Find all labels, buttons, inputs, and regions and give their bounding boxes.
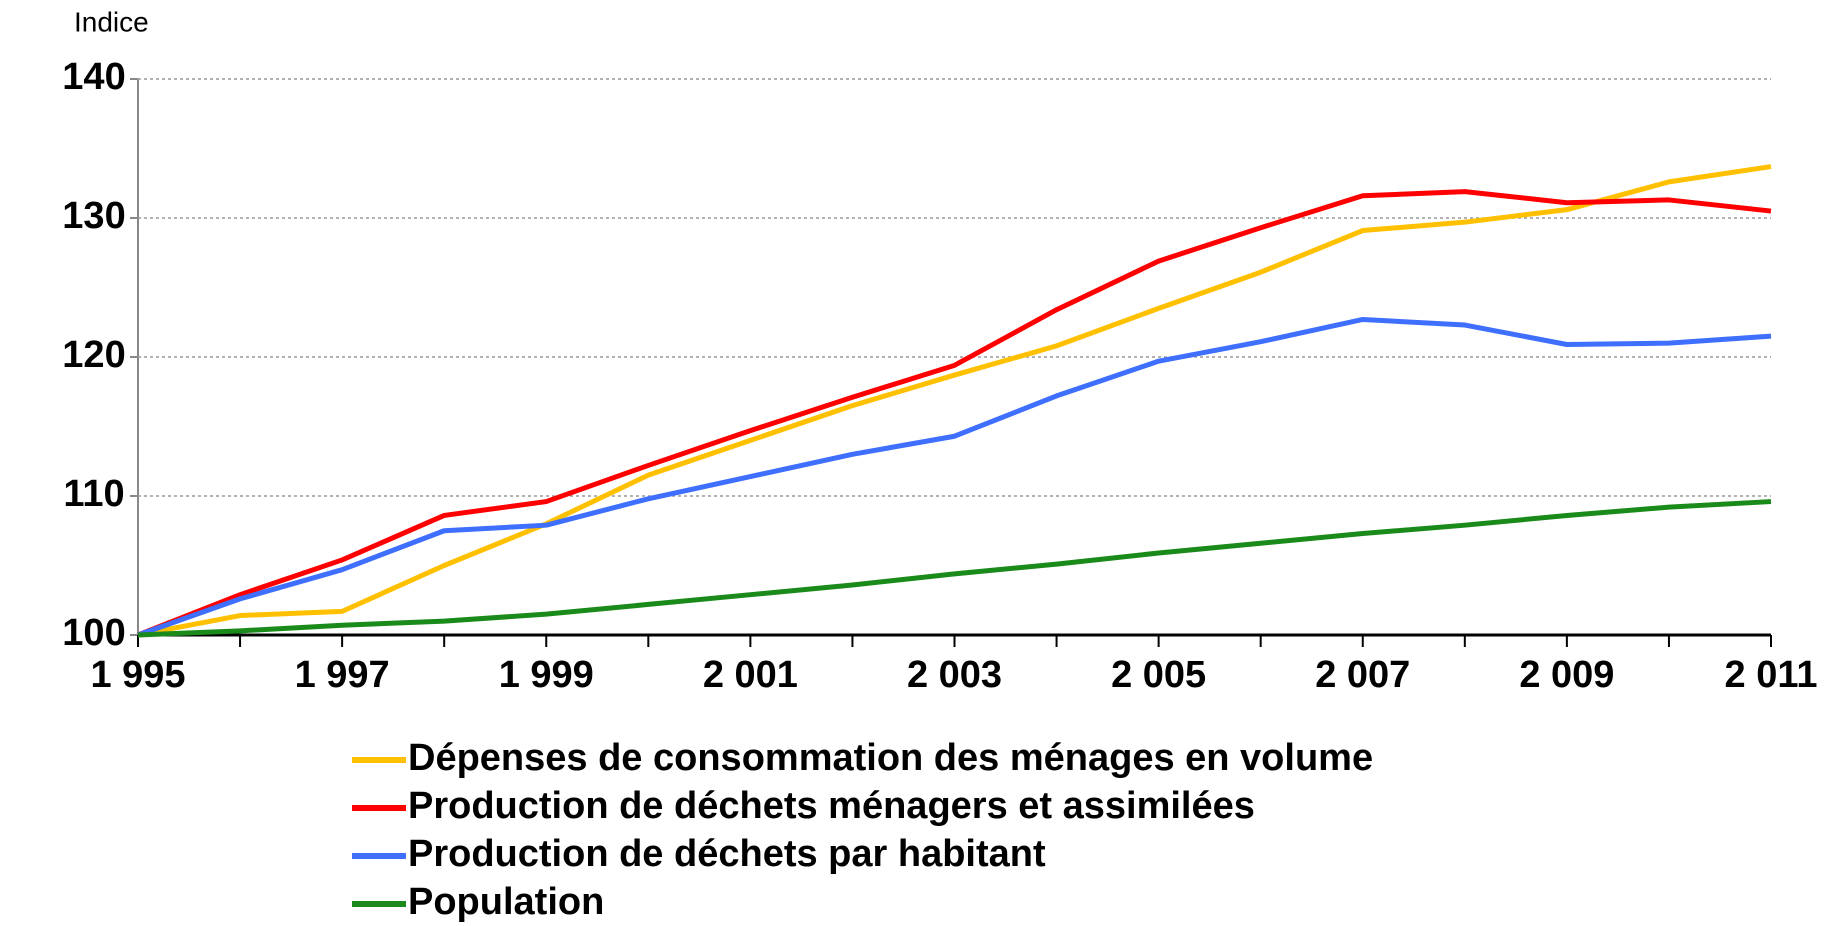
legend-label: Population — [408, 881, 604, 923]
x-tick-label: 2 003 — [907, 654, 1002, 696]
y-tick-label: 100 — [62, 612, 125, 654]
y-tick-label: 120 — [62, 334, 125, 376]
x-tick-label: 2 007 — [1315, 654, 1410, 696]
y-tick-label: 140 — [62, 56, 125, 98]
x-tick-label: 2 011 — [1725, 654, 1818, 696]
series-line — [137, 189, 1772, 638]
series-line — [137, 164, 1772, 638]
legend-label: Production de déchets par habitant — [408, 833, 1046, 875]
series-line — [137, 316, 1772, 638]
y-tick-label: 110 — [63, 473, 124, 515]
x-tick-label: 2 005 — [1111, 654, 1206, 696]
legend-label: Production de déchets ménagers et assimi… — [408, 785, 1255, 827]
y-tick-label: 130 — [62, 195, 125, 237]
x-tick-label: 1 999 — [499, 654, 594, 696]
series-line — [137, 499, 1772, 638]
x-tick-label: 2 009 — [1519, 654, 1614, 696]
y-axis-label: Indice — [74, 6, 149, 37]
x-tick-label: 1 997 — [295, 654, 390, 696]
x-tick-label: 2 001 — [703, 654, 798, 696]
legend-label: Dépenses de consommation des ménages en … — [408, 737, 1373, 779]
x-tick-label: 1 995 — [90, 654, 185, 696]
